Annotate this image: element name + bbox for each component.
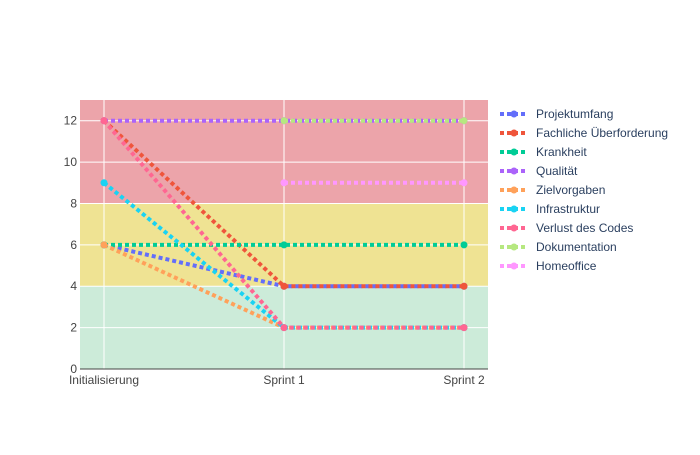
data-point: [280, 324, 288, 332]
legend-item: Dokumentation: [500, 240, 617, 254]
y-tick-label: 0: [70, 362, 77, 376]
x-tick-label: Initialisierung: [69, 373, 139, 387]
legend-marker: [510, 224, 518, 232]
legend-marker: [510, 262, 518, 270]
y-tick-label: 12: [64, 114, 78, 128]
data-point: [460, 179, 468, 187]
legend-label: Projektumfang: [536, 107, 613, 121]
legend-item: Krankheit: [500, 145, 587, 159]
y-tick-label: 10: [64, 155, 78, 169]
x-tick-label: Sprint 1: [263, 373, 305, 387]
legend-label: Qualität: [536, 164, 578, 178]
data-point: [460, 324, 468, 332]
series-6: [100, 117, 468, 332]
legend-item: Verlust des Codes: [500, 221, 633, 235]
legend-item: Projektumfang: [500, 107, 613, 121]
legend-label: Verlust des Codes: [536, 221, 633, 235]
y-tick-label: 6: [70, 238, 77, 252]
y-tick-label: 8: [70, 196, 77, 210]
y-tick-label: 2: [70, 321, 77, 335]
legend-marker: [510, 148, 518, 156]
y-tick-label: 4: [70, 279, 77, 293]
legend-marker: [510, 167, 518, 175]
legend-label: Krankheit: [536, 145, 587, 159]
legend-label: Homeoffice: [536, 259, 597, 273]
legend-item: Zielvorgaben: [500, 183, 605, 197]
legend-marker: [510, 243, 518, 251]
series-8: [280, 179, 468, 187]
data-point: [460, 282, 468, 290]
legend-label: Zielvorgaben: [536, 183, 605, 197]
legend-item: Qualität: [500, 164, 578, 178]
legend-label: Fachliche Überforderung: [536, 126, 668, 140]
series-line: [102, 119, 464, 289]
data-point: [280, 117, 288, 125]
data-point: [460, 117, 468, 125]
data-point: [100, 117, 108, 125]
data-point: [100, 179, 108, 187]
legend-label: Dokumentation: [536, 240, 617, 254]
data-point: [280, 282, 288, 290]
x-tick-label: Sprint 2: [443, 373, 485, 387]
data-point: [280, 241, 288, 249]
legend-marker: [510, 110, 518, 118]
series-7: [280, 117, 468, 125]
legend-marker: [510, 129, 518, 137]
legend-label: Infrastruktur: [536, 202, 600, 216]
legend-item: Fachliche Überforderung: [500, 126, 668, 140]
data-point: [280, 179, 288, 187]
legend-marker: [510, 186, 518, 194]
legend-item: Homeoffice: [500, 259, 597, 273]
legend-marker: [510, 205, 518, 213]
data-point: [460, 241, 468, 249]
data-point: [100, 241, 108, 249]
legend-item: Infrastruktur: [500, 202, 600, 216]
